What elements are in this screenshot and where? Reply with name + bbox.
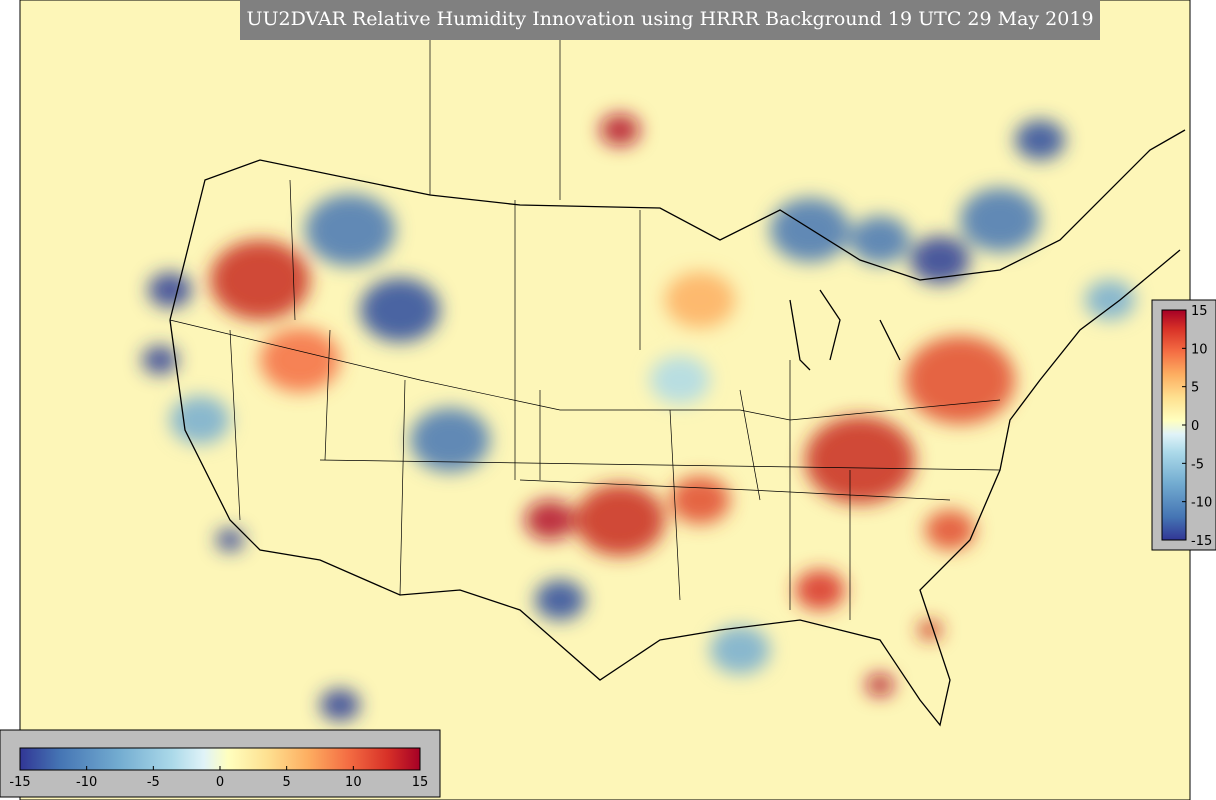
border-line bbox=[169, 129, 1186, 321]
state-line bbox=[169, 40, 1001, 620]
tick-label: 5 bbox=[1191, 381, 1199, 396]
field-blob bbox=[142, 345, 178, 375]
coastline bbox=[169, 249, 1181, 727]
field-blob bbox=[918, 620, 942, 640]
field-blob bbox=[960, 188, 1040, 252]
field-blob bbox=[260, 328, 340, 392]
field-blob bbox=[805, 416, 915, 504]
tick-label: -10 bbox=[76, 775, 97, 790]
tick-label: -5 bbox=[1191, 457, 1204, 472]
field-blob bbox=[210, 240, 310, 320]
tick-label: 15 bbox=[412, 775, 429, 790]
tick-label: -10 bbox=[1191, 496, 1212, 511]
colorbar-horizontal: -15 -10 -5 0 5 10 15 bbox=[0, 729, 441, 798]
field-blob bbox=[535, 580, 585, 620]
field-blob bbox=[925, 510, 975, 550]
field-blob bbox=[1085, 280, 1135, 320]
field-blob bbox=[795, 570, 845, 610]
humidity-field bbox=[142, 114, 1135, 721]
tick-label: 5 bbox=[283, 775, 291, 790]
field-blob bbox=[905, 336, 1015, 424]
field-blob bbox=[360, 278, 440, 342]
field-blob bbox=[525, 500, 575, 540]
title-box bbox=[240, 0, 1100, 40]
tick-label: 10 bbox=[1191, 342, 1208, 357]
state-borders bbox=[169, 40, 1001, 620]
title: UU2DVAR Relative Humidity Innovation usi… bbox=[246, 8, 1093, 30]
field-blob bbox=[670, 476, 730, 524]
field-blob bbox=[216, 528, 244, 552]
tick-label: -15 bbox=[9, 775, 30, 790]
field-blob bbox=[600, 114, 640, 146]
field-blob bbox=[770, 198, 850, 262]
field-blob bbox=[410, 408, 490, 472]
field-blob bbox=[866, 673, 894, 697]
tick-label: -5 bbox=[147, 775, 160, 790]
tick-label: 10 bbox=[345, 775, 362, 790]
field-blob bbox=[665, 272, 735, 328]
tick-label: 0 bbox=[1191, 419, 1199, 434]
field-blob bbox=[650, 356, 710, 404]
borders bbox=[169, 129, 1186, 727]
lakes bbox=[789, 289, 901, 371]
field-blob bbox=[148, 272, 192, 308]
field-blob bbox=[910, 236, 970, 284]
field-blob bbox=[320, 689, 360, 721]
field-blob bbox=[575, 484, 665, 556]
field-blob bbox=[170, 396, 230, 444]
field-blob bbox=[850, 216, 910, 264]
field-blob bbox=[1015, 120, 1065, 160]
colorbar-vertical: 15 10 5 0 -5 -10 -15 bbox=[1151, 299, 1216, 551]
field-blob bbox=[710, 626, 770, 674]
tick-label: -15 bbox=[1191, 534, 1212, 549]
tick-label: 0 bbox=[216, 775, 224, 790]
field-blob bbox=[305, 194, 395, 266]
tick-label: 15 bbox=[1191, 304, 1208, 319]
